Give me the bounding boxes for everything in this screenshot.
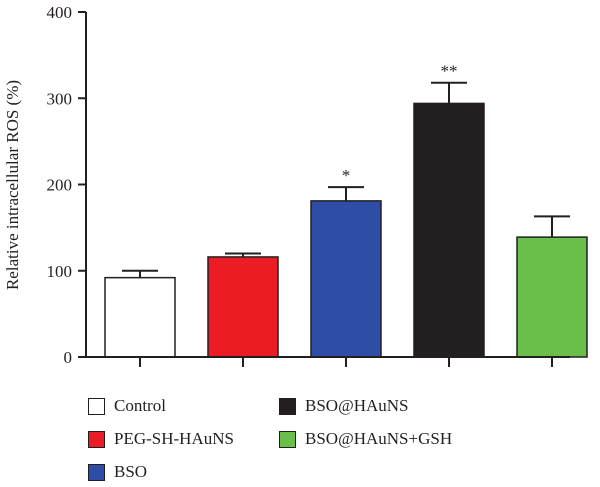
y-tick-label-0: 0 — [64, 348, 73, 367]
y-axis: 0 100 200 300 400 — [47, 3, 87, 367]
y-tick-label-400: 400 — [47, 3, 73, 22]
y-tick-label-300: 300 — [47, 89, 73, 108]
y-tick-label-200: 200 — [47, 176, 73, 195]
x-axis — [86, 356, 570, 367]
bar-peg-sh-hauns — [207, 256, 279, 358]
significance-bso-hauns: ** — [441, 62, 458, 81]
bar-bso-hauns-gsh — [516, 236, 588, 358]
bar-bso-hauns — [413, 102, 485, 358]
y-tick-label-100: 100 — [47, 262, 73, 281]
bars: *** — [104, 62, 588, 358]
bar-control — [104, 276, 176, 358]
significance-bso: * — [342, 166, 351, 185]
bar-bso — [310, 200, 382, 358]
y-axis-label: Relative intracellular ROS (%) — [3, 80, 22, 290]
